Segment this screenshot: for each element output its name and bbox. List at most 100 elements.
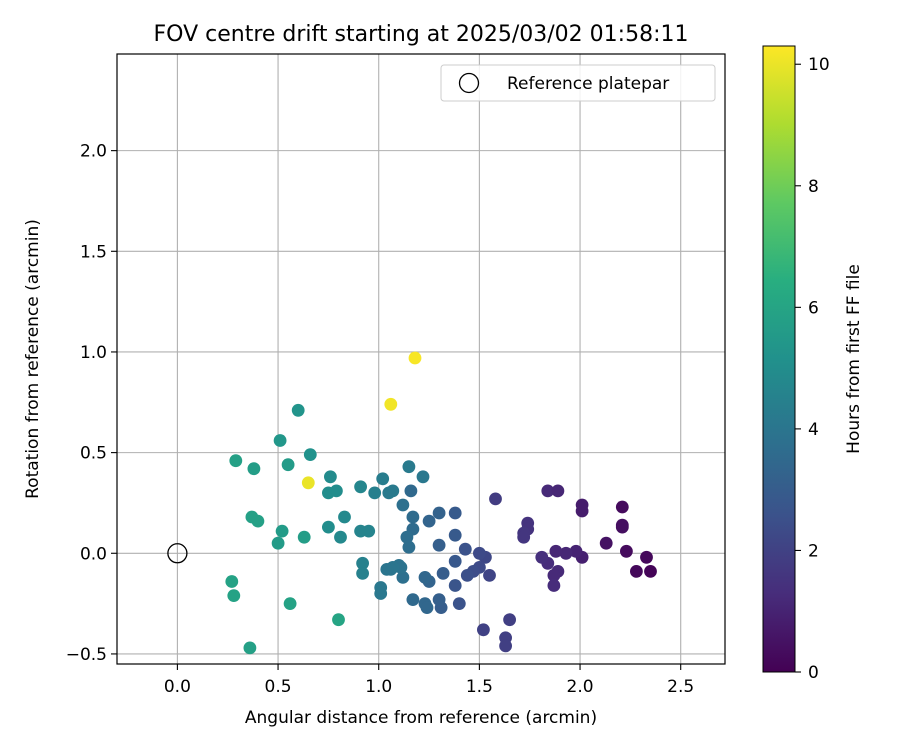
scatter-point bbox=[517, 530, 531, 544]
scatter-point bbox=[458, 542, 472, 556]
colorbar-tick-label: 10 bbox=[808, 55, 830, 75]
scatter-point bbox=[338, 510, 351, 524]
grid-layer bbox=[117, 54, 725, 664]
scatter-point bbox=[489, 492, 502, 506]
scatter-point bbox=[406, 593, 420, 606]
scatter-point bbox=[402, 460, 416, 474]
scatter-point bbox=[229, 454, 243, 468]
scatter-point bbox=[599, 536, 613, 550]
scatter-point bbox=[225, 575, 239, 588]
scatter-point bbox=[503, 613, 516, 627]
colorbar-tick-label: 4 bbox=[808, 420, 819, 440]
scatter-point bbox=[535, 550, 549, 564]
scatter-point bbox=[615, 520, 629, 534]
scatter-point bbox=[271, 536, 285, 550]
x-tick-label: 1.5 bbox=[466, 677, 493, 697]
y-tick-label: −0.5 bbox=[66, 645, 107, 665]
scatter-point bbox=[448, 528, 462, 542]
scatter-point bbox=[283, 597, 297, 610]
scatter-point bbox=[460, 569, 474, 582]
x-tick-label: 0.0 bbox=[164, 677, 191, 697]
scatter-point bbox=[380, 563, 394, 576]
colorbar-gradient bbox=[762, 45, 796, 673]
x-tick-label: 2.0 bbox=[567, 677, 594, 697]
scatter-point bbox=[376, 472, 390, 486]
y-axis-ticks: −0.5 0.0 0.5 1.0 1.5 2.0 bbox=[66, 142, 117, 665]
scatter-point bbox=[273, 434, 287, 447]
scatter-point bbox=[416, 470, 430, 484]
colorbar-tick-label: 0 bbox=[808, 663, 819, 683]
scatter-point bbox=[332, 613, 345, 627]
x-tick-label: 1.0 bbox=[365, 677, 392, 697]
scatter-point bbox=[396, 498, 410, 512]
scatter-point bbox=[549, 544, 563, 558]
scatter-point bbox=[452, 597, 466, 610]
scatter-point bbox=[408, 351, 422, 365]
scatter-point bbox=[354, 480, 367, 494]
scatter-point bbox=[551, 484, 565, 498]
x-axis-ticks: 0.0 0.5 1.0 1.5 2.0 2.5 bbox=[164, 664, 694, 697]
reference-layer bbox=[167, 543, 188, 564]
scatter-point bbox=[448, 579, 462, 592]
scatter-point bbox=[334, 530, 347, 544]
scatter-point bbox=[243, 641, 257, 655]
scatter-point bbox=[402, 540, 416, 554]
scatter-point bbox=[448, 506, 462, 520]
scatter-point bbox=[644, 565, 657, 578]
scatter-point bbox=[368, 486, 382, 500]
scatter-point bbox=[382, 486, 396, 500]
scatter-point bbox=[620, 544, 633, 558]
scatter-point bbox=[432, 506, 446, 520]
scatter-point bbox=[630, 565, 643, 578]
y-tick-label: 1.5 bbox=[80, 242, 107, 262]
legend-label-reference: Reference platepar bbox=[507, 74, 669, 94]
colorbar-label: Hours from first FF file bbox=[844, 264, 864, 454]
colorbar-tick-label: 2 bbox=[808, 541, 819, 561]
scatter-point bbox=[547, 569, 561, 582]
scatter-point bbox=[473, 546, 486, 560]
x-tick-label: 0.5 bbox=[265, 677, 292, 697]
y-tick-label: 0.5 bbox=[80, 444, 107, 464]
colorbar-tick-label: 6 bbox=[808, 298, 819, 318]
scatter-point bbox=[541, 484, 555, 498]
y-tick-label: 2.0 bbox=[80, 142, 107, 162]
scatter-point bbox=[251, 514, 265, 528]
scatter-point bbox=[575, 504, 589, 518]
scatter-point bbox=[301, 476, 315, 490]
scatter-point bbox=[354, 524, 367, 538]
scatter-point bbox=[303, 448, 317, 461]
scatter-point bbox=[291, 403, 305, 417]
scatter-point bbox=[436, 567, 450, 580]
y-axis-label: Rotation from reference (arcmin) bbox=[23, 219, 43, 499]
scatter-point bbox=[477, 623, 490, 637]
x-axis-label: Angular distance from reference (arcmin) bbox=[245, 708, 597, 728]
y-tick-label: 1.0 bbox=[80, 343, 107, 363]
scatter-point bbox=[448, 554, 462, 568]
scatter-point bbox=[400, 530, 414, 544]
scatter-point bbox=[499, 639, 512, 653]
scatter-point bbox=[247, 462, 261, 476]
scatter-point bbox=[374, 581, 388, 594]
scatter-point bbox=[547, 579, 561, 592]
scatter-point bbox=[275, 524, 289, 538]
points-layer bbox=[225, 351, 657, 655]
scatter-point bbox=[227, 589, 241, 602]
scatter-point bbox=[640, 550, 653, 564]
plot-frame bbox=[116, 53, 726, 665]
scatter-point bbox=[297, 530, 311, 544]
reference-platepar-marker bbox=[167, 543, 188, 564]
scatter-point bbox=[422, 514, 436, 528]
scatter-point bbox=[483, 569, 496, 582]
legend-marker-reference bbox=[458, 72, 480, 94]
scatter-point bbox=[356, 567, 369, 580]
y-tick-label: 0.0 bbox=[80, 544, 107, 564]
scatter-point bbox=[384, 397, 398, 411]
scatter-point bbox=[404, 484, 418, 498]
scatter-point bbox=[406, 510, 420, 524]
scatter-point bbox=[324, 470, 337, 484]
chart-title: FOV centre drift starting at 2025/03/02 … bbox=[154, 22, 689, 47]
scatter-point bbox=[418, 571, 432, 584]
